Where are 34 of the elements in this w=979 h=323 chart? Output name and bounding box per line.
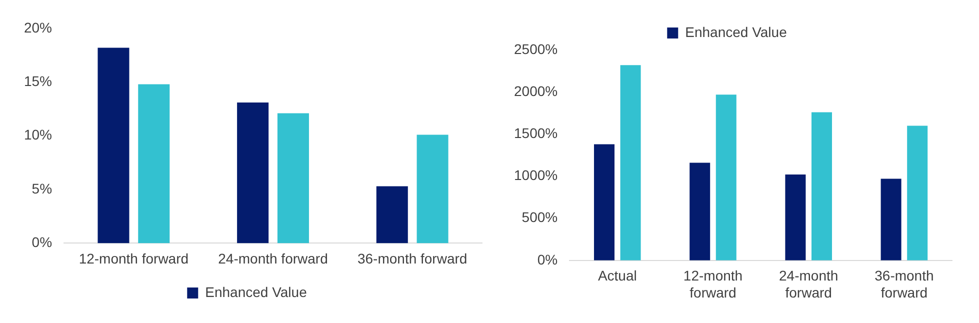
x-tick-label: 24-month forward (218, 250, 328, 266)
bar (880, 178, 902, 260)
y-tick-label: 2000% (514, 82, 558, 99)
bar (811, 112, 832, 260)
bar (277, 113, 309, 244)
bar (376, 186, 408, 244)
x-tick-label: Actual (598, 268, 637, 284)
legend-label: Enhanced Value (205, 284, 308, 300)
y-tick-label: 2500% (514, 40, 558, 57)
x-tick-label: 36-month forward (357, 250, 468, 266)
x-tick-label: 36-month forward (874, 268, 934, 300)
bar (785, 174, 806, 260)
x-tick-label: 12-month forward (683, 268, 743, 300)
y-tick-label: 0% (537, 251, 558, 268)
bar (416, 134, 448, 244)
bar (620, 65, 641, 260)
bar (907, 126, 928, 260)
y-tick-label: 500% (522, 209, 558, 226)
y-tick-label: 20% (24, 19, 52, 36)
y-tick-label: 1000% (514, 167, 558, 184)
y-tick-label: 0% (32, 234, 52, 250)
bar (690, 162, 710, 260)
bar (716, 94, 736, 260)
bar (98, 48, 130, 244)
y-tick-label: 5% (32, 180, 52, 196)
x-tick-label: 24-month forward (779, 268, 838, 300)
bar (138, 84, 170, 244)
bar (237, 102, 269, 244)
y-tick-label: 1500% (514, 125, 558, 142)
y-tick-label: 15% (24, 72, 52, 89)
bar (594, 144, 614, 260)
x-tick-label: 12-month forward (78, 250, 189, 266)
y-tick-label: 10% (24, 126, 52, 143)
legend-label: Enhanced Value (685, 24, 788, 40)
